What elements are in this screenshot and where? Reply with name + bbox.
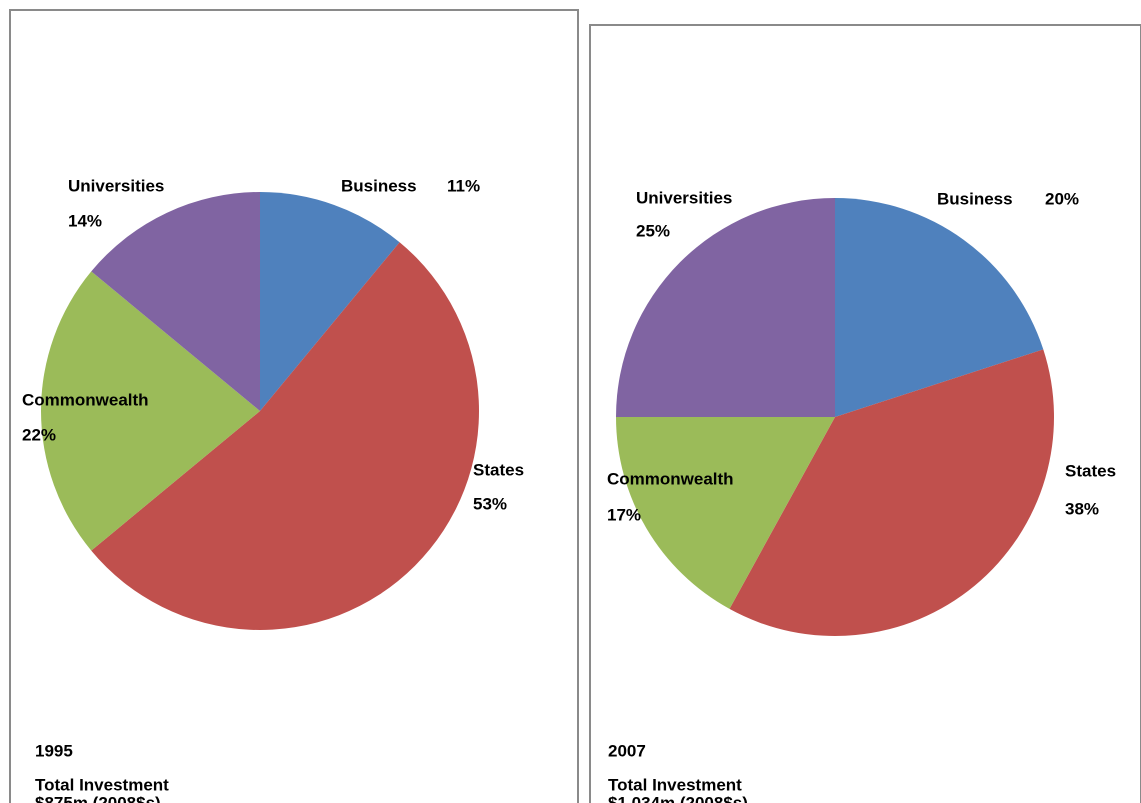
pie-slice — [260, 192, 400, 411]
slice-label: States — [473, 460, 524, 479]
chart-subtitle: Total Investment — [35, 775, 169, 794]
slice-label: States — [1065, 461, 1116, 480]
value-label: 25% — [636, 221, 670, 240]
pie-slice — [41, 271, 260, 551]
chart-annotation: $1,034m (2008$s) — [608, 793, 748, 803]
chart-subtitle: Total Investment — [608, 775, 742, 794]
pie-slice — [616, 198, 835, 417]
pie-slice — [729, 349, 1054, 636]
pie-slice — [91, 192, 260, 411]
slice-label: Universities — [68, 176, 164, 195]
value-label: 20% — [1045, 189, 1079, 208]
chart-title: 2007 — [608, 741, 646, 760]
slice-label: Commonwealth — [607, 469, 734, 488]
value-label: 11% — [447, 176, 480, 195]
pie-slice — [91, 242, 480, 631]
value-label: 17% — [607, 505, 641, 524]
slice-label: Business — [937, 189, 1013, 208]
slice-label: Commonwealth — [22, 390, 149, 409]
pie-slice — [616, 417, 835, 609]
value-label: 53% — [473, 494, 507, 513]
value-label: 14% — [68, 211, 102, 230]
slice-label: Business — [341, 176, 417, 195]
value-label: 38% — [1065, 499, 1099, 518]
chart-annotation: $875m (2008$s) — [35, 793, 161, 803]
value-label: 22% — [22, 425, 56, 444]
pie-slice — [835, 198, 1044, 417]
chart-title: 1995 — [35, 741, 73, 760]
slice-label: Universities — [636, 188, 732, 207]
